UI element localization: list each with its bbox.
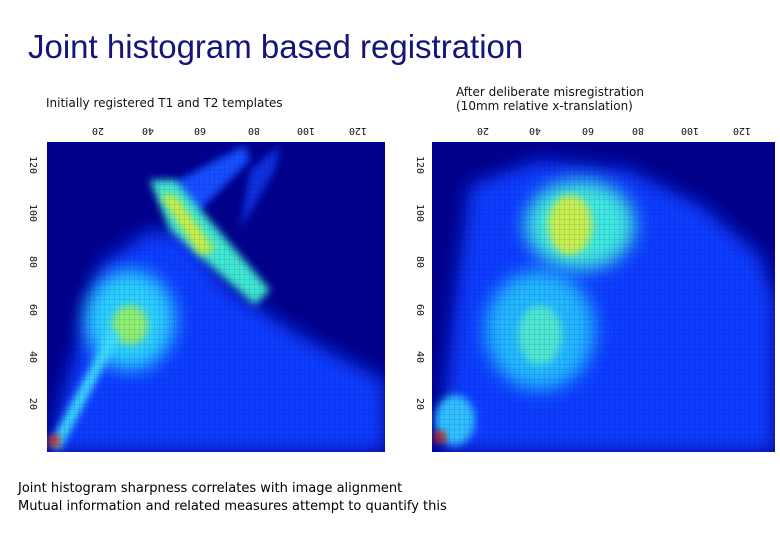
labels: Initially registered T1 and T2 templates…	[17, 85, 751, 514]
top-tick-label: 20	[92, 125, 104, 136]
side-tick-label: 40	[27, 351, 38, 363]
side-tick-label: 120	[414, 156, 425, 174]
left-heatmap	[47, 142, 385, 452]
side-tick-label: 20	[27, 398, 38, 410]
top-tick-label: 80	[632, 125, 644, 136]
top-tick-label: 80	[248, 125, 260, 136]
slide-title: Joint histogram based registration	[28, 28, 523, 65]
note-line: Joint histogram sharpness correlates wit…	[17, 481, 402, 496]
side-tick-label: 60	[27, 304, 38, 316]
panel-caption: (10mm relative x-translation)	[456, 99, 633, 113]
panel-caption: After deliberate misregistration	[456, 85, 644, 99]
side-tick-label: 40	[414, 351, 425, 363]
top-tick-label: 20	[477, 125, 489, 136]
side-tick-label: 120	[27, 156, 38, 174]
top-tick-label: 60	[582, 125, 594, 136]
top-tick-label: 40	[529, 125, 541, 136]
side-tick-label: 80	[27, 256, 38, 268]
side-tick-label: 80	[414, 256, 425, 268]
top-tick-label: 60	[194, 125, 206, 136]
side-tick-label: 100	[27, 204, 38, 222]
top-tick-label: 100	[681, 125, 699, 136]
top-tick-label: 40	[142, 125, 154, 136]
top-tick-label: 120	[733, 125, 751, 136]
right-heatmap	[432, 142, 775, 452]
top-tick-label: 100	[297, 125, 315, 136]
note-line: Mutual information and related measures …	[18, 499, 447, 514]
top-tick-label: 120	[349, 125, 367, 136]
panel-caption: Initially registered T1 and T2 templates	[46, 96, 283, 110]
side-tick-label: 20	[414, 398, 425, 410]
side-tick-label: 100	[414, 204, 425, 222]
side-tick-label: 60	[414, 304, 425, 316]
